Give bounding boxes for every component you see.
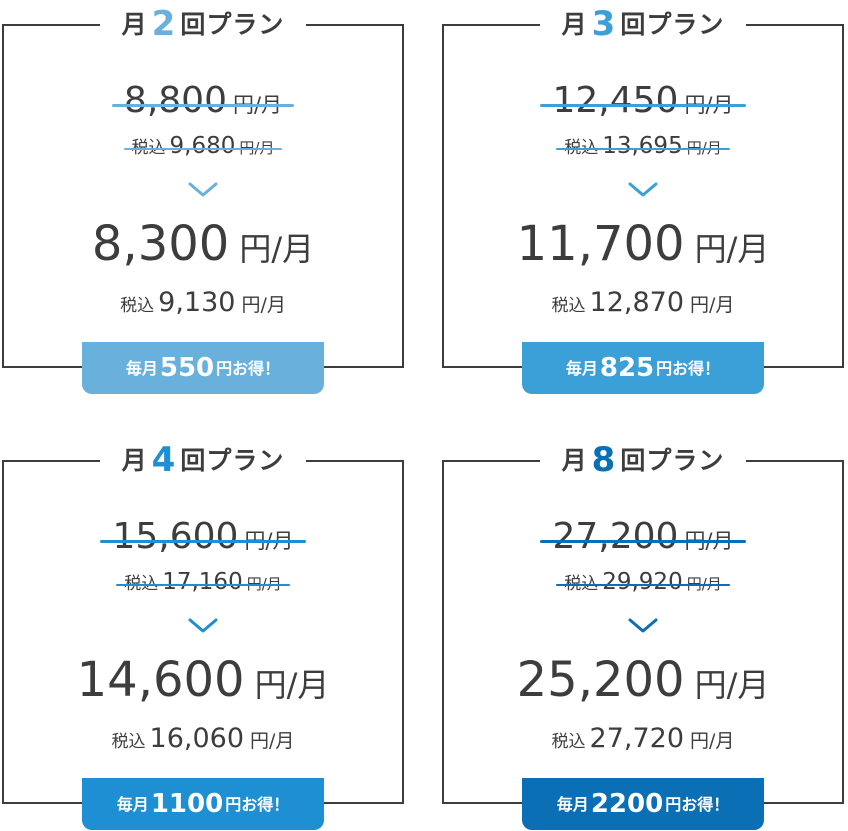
plan-title-suffix: 回プラン: [180, 10, 285, 39]
discount-price: 11,700 円/月: [440, 212, 846, 276]
chevron-down-icon: [628, 182, 658, 197]
discount-price-tax: 税込 9,130 円/月: [0, 287, 406, 319]
strikethrough-line: [556, 583, 730, 586]
discount-price-value: 25,200: [516, 652, 685, 708]
plan-title-suffix: 回プラン: [180, 446, 285, 475]
strikethrough-line: [540, 540, 746, 543]
plan-title-prefix: 月: [121, 10, 148, 39]
strikethrough-line: [116, 583, 290, 586]
plan-title-suffix: 回プラン: [620, 10, 725, 39]
regular-price-value: 8,800: [123, 80, 227, 121]
discount-price: 14,600 円/月: [0, 648, 406, 712]
regular-price-value: 15,600: [112, 516, 239, 557]
discount-tax-unit: 円/月: [690, 730, 735, 752]
discount-price-value: 11,700: [516, 216, 685, 272]
regular-price: 12,450 円/月: [440, 78, 846, 124]
discount-price-unit: 円/月: [254, 666, 330, 704]
plan-title-suffix: 回プラン: [620, 446, 725, 475]
regular-price-tax: 税込 9,680 円/月: [0, 132, 406, 160]
regular-price-value: 12,450: [552, 80, 679, 121]
chevron-down-icon: [628, 618, 658, 633]
strikethrough-line: [111, 104, 295, 107]
discount-price: 8,300 円/月: [0, 212, 406, 276]
plan-title-prefix: 月: [561, 10, 588, 39]
discount-price-tax: 税込 16,060 円/月: [0, 723, 406, 755]
plan-title: 月 2 回プラン: [0, 6, 406, 42]
regular-price: 27,200 円/月: [440, 514, 846, 560]
plan-card-3: 月 3 回プラン 12,450 円/月 税込 13,695 円/月 11,700 円/月 税…: [440, 0, 846, 394]
badge-amount: 1100: [150, 789, 224, 819]
regular-tax-value: 13,695: [602, 133, 683, 159]
plan-card-2: 月 2 回プラン 8,800 円/月 税込 9,680 円/月 8,300 円/月 税込 9,…: [0, 0, 406, 394]
regular-price-value: 27,200: [552, 516, 679, 557]
plan-title-number: 3: [591, 4, 617, 44]
regular-price-tax: 税込 13,695 円/月: [440, 132, 846, 160]
discount-price-tax: 税込 27,720 円/月: [440, 723, 846, 755]
badge-suffix: 円お得！: [216, 359, 281, 378]
badge-prefix: 毎月: [116, 795, 149, 814]
regular-price: 8,800 円/月: [0, 78, 406, 124]
discount-price-unit: 円/月: [694, 666, 770, 704]
tax-label: 税込: [551, 732, 586, 752]
regular-tax-value: 29,920: [602, 569, 683, 595]
savings-badge: 毎月550 円お得！: [82, 342, 324, 394]
badge-suffix: 円お得！: [665, 795, 730, 814]
plan-card-8: 月 8 回プラン 27,200 円/月 税込 29,920 円/月 25,200 円/月 税…: [440, 436, 846, 830]
savings-badge: 毎月825 円お得！: [522, 342, 764, 394]
discount-price: 25,200 円/月: [440, 648, 846, 712]
discount-tax-unit: 円/月: [241, 294, 286, 316]
savings-badge: 毎月2200 円お得！: [522, 778, 764, 830]
strikethrough-line: [100, 540, 306, 543]
badge-amount: 2200: [590, 789, 664, 819]
discount-tax-unit: 円/月: [690, 294, 735, 316]
discount-price-value: 14,600: [76, 652, 245, 708]
plan-title-prefix: 月: [561, 446, 588, 475]
tax-label: 税込: [551, 296, 586, 316]
plan-title: 月 8 回プラン: [440, 442, 846, 478]
chevron-down-icon: [188, 618, 218, 633]
plan-title-number: 8: [591, 440, 617, 480]
strikethrough-line: [540, 104, 746, 107]
regular-tax-value: 17,160: [162, 569, 243, 595]
tax-label: 税込: [120, 296, 155, 316]
plan-title-number: 2: [151, 4, 177, 44]
badge-prefix: 毎月: [125, 359, 158, 378]
regular-tax-value: 9,680: [169, 133, 236, 159]
strikethrough-line: [123, 147, 283, 150]
discount-tax-unit: 円/月: [250, 730, 295, 752]
discount-tax-value: 12,870: [589, 287, 685, 318]
plan-card-4: 月 4 回プラン 15,600 円/月 税込 17,160 円/月 14,600 円/月 税…: [0, 436, 406, 830]
regular-price-tax: 税込 29,920 円/月: [440, 568, 846, 596]
badge-amount: 825: [599, 353, 655, 383]
discount-tax-value: 16,060: [149, 723, 245, 754]
regular-price-tax: 税込 17,160 円/月: [0, 568, 406, 596]
strikethrough-line: [556, 147, 730, 150]
badge-suffix: 円お得！: [656, 359, 721, 378]
chevron-down-icon: [188, 182, 218, 197]
discount-price-tax: 税込 12,870 円/月: [440, 287, 846, 319]
badge-amount: 550: [159, 353, 215, 383]
discount-price-unit: 円/月: [694, 230, 770, 268]
discount-price-value: 8,300: [91, 216, 230, 272]
badge-prefix: 毎月: [565, 359, 598, 378]
discount-tax-value: 9,130: [158, 287, 236, 318]
badge-suffix: 円お得！: [225, 795, 290, 814]
plan-title-prefix: 月: [121, 446, 148, 475]
tax-label: 税込: [111, 732, 146, 752]
badge-prefix: 毎月: [556, 795, 589, 814]
discount-price-unit: 円/月: [239, 230, 315, 268]
discount-tax-value: 27,720: [589, 723, 685, 754]
plan-title-number: 4: [151, 440, 177, 480]
plan-title: 月 3 回プラン: [440, 6, 846, 42]
plan-title: 月 4 回プラン: [0, 442, 406, 478]
regular-price: 15,600 円/月: [0, 514, 406, 560]
savings-badge: 毎月1100 円お得！: [82, 778, 324, 830]
